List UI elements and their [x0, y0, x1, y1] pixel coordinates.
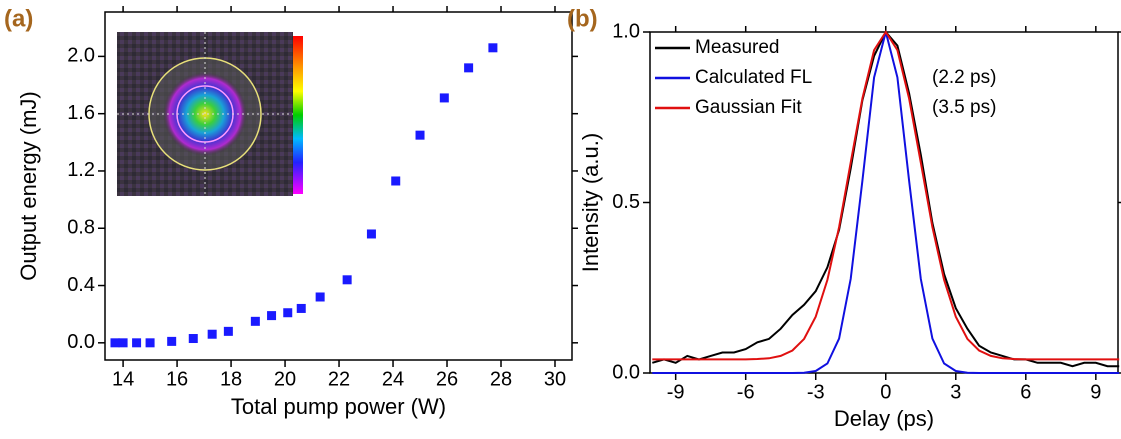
x-tick-label: 16	[166, 368, 188, 390]
x-tick-label: 26	[436, 368, 458, 390]
data-point	[439, 93, 449, 103]
x-tick-label: 0	[880, 381, 891, 403]
x-tick-label: -6	[737, 381, 755, 403]
series-line	[652, 30, 1120, 361]
data-point	[118, 338, 128, 348]
y-tick-label: 0.8	[67, 217, 95, 239]
x-tick-label: -9	[667, 381, 685, 403]
y-tick-label: 0.0	[67, 331, 95, 353]
y-tick-label: 1.0	[612, 20, 640, 42]
x-axis-label: Delay (ps)	[834, 406, 934, 431]
data-point	[207, 329, 217, 339]
data-point	[250, 316, 260, 326]
x-tick-label: 9	[1090, 381, 1101, 403]
panel-label: (b)	[567, 5, 598, 32]
data-point	[464, 63, 474, 73]
y-tick-label: 0.5	[612, 191, 640, 213]
data-point	[315, 292, 325, 302]
y-tick-label: 0.4	[67, 274, 95, 296]
panel-label: (a)	[4, 5, 33, 32]
legend-label: Gaussian Fit	[695, 97, 802, 118]
data-point	[145, 338, 155, 348]
y-axis-label: Output energy (mJ)	[16, 91, 41, 281]
y-tick-label: 1.6	[67, 102, 95, 124]
x-tick-label: 30	[544, 368, 566, 390]
x-tick-label: 6	[1020, 381, 1031, 403]
y-tick-label: 1.2	[67, 159, 95, 181]
x-tick-label: 24	[382, 368, 404, 390]
data-point	[342, 275, 352, 285]
x-tick-label: 20	[274, 368, 296, 390]
x-axis-label: Total pump power (W)	[231, 394, 446, 419]
annotation: (3.5 ps)	[932, 97, 996, 118]
data-point	[110, 338, 120, 348]
data-point	[132, 338, 142, 348]
x-tick-label: 28	[490, 368, 512, 390]
annotation: (2.2 ps)	[932, 67, 996, 88]
y-tick-label: 0.0	[612, 361, 640, 383]
data-point	[267, 311, 277, 321]
data-point	[366, 229, 376, 239]
y-axis-label: Intensity (a.u.)	[578, 133, 603, 272]
data-point	[391, 176, 401, 186]
data-point	[223, 326, 233, 336]
data-point	[415, 130, 425, 140]
data-point	[488, 43, 498, 53]
x-tick-label: 14	[112, 368, 134, 390]
legend-label: Measured	[695, 37, 780, 58]
x-tick-label: 22	[328, 368, 350, 390]
inset-beam-image	[117, 32, 303, 196]
legend-label: Calculated FL	[695, 67, 812, 88]
data-point	[296, 303, 306, 313]
x-tick-label: 3	[950, 381, 961, 403]
y-tick-label: 2.0	[67, 45, 95, 67]
data-point	[188, 334, 198, 344]
data-point	[283, 308, 293, 318]
data-point	[167, 336, 177, 346]
x-tick-label: -3	[807, 381, 825, 403]
x-tick-label: 18	[220, 368, 242, 390]
